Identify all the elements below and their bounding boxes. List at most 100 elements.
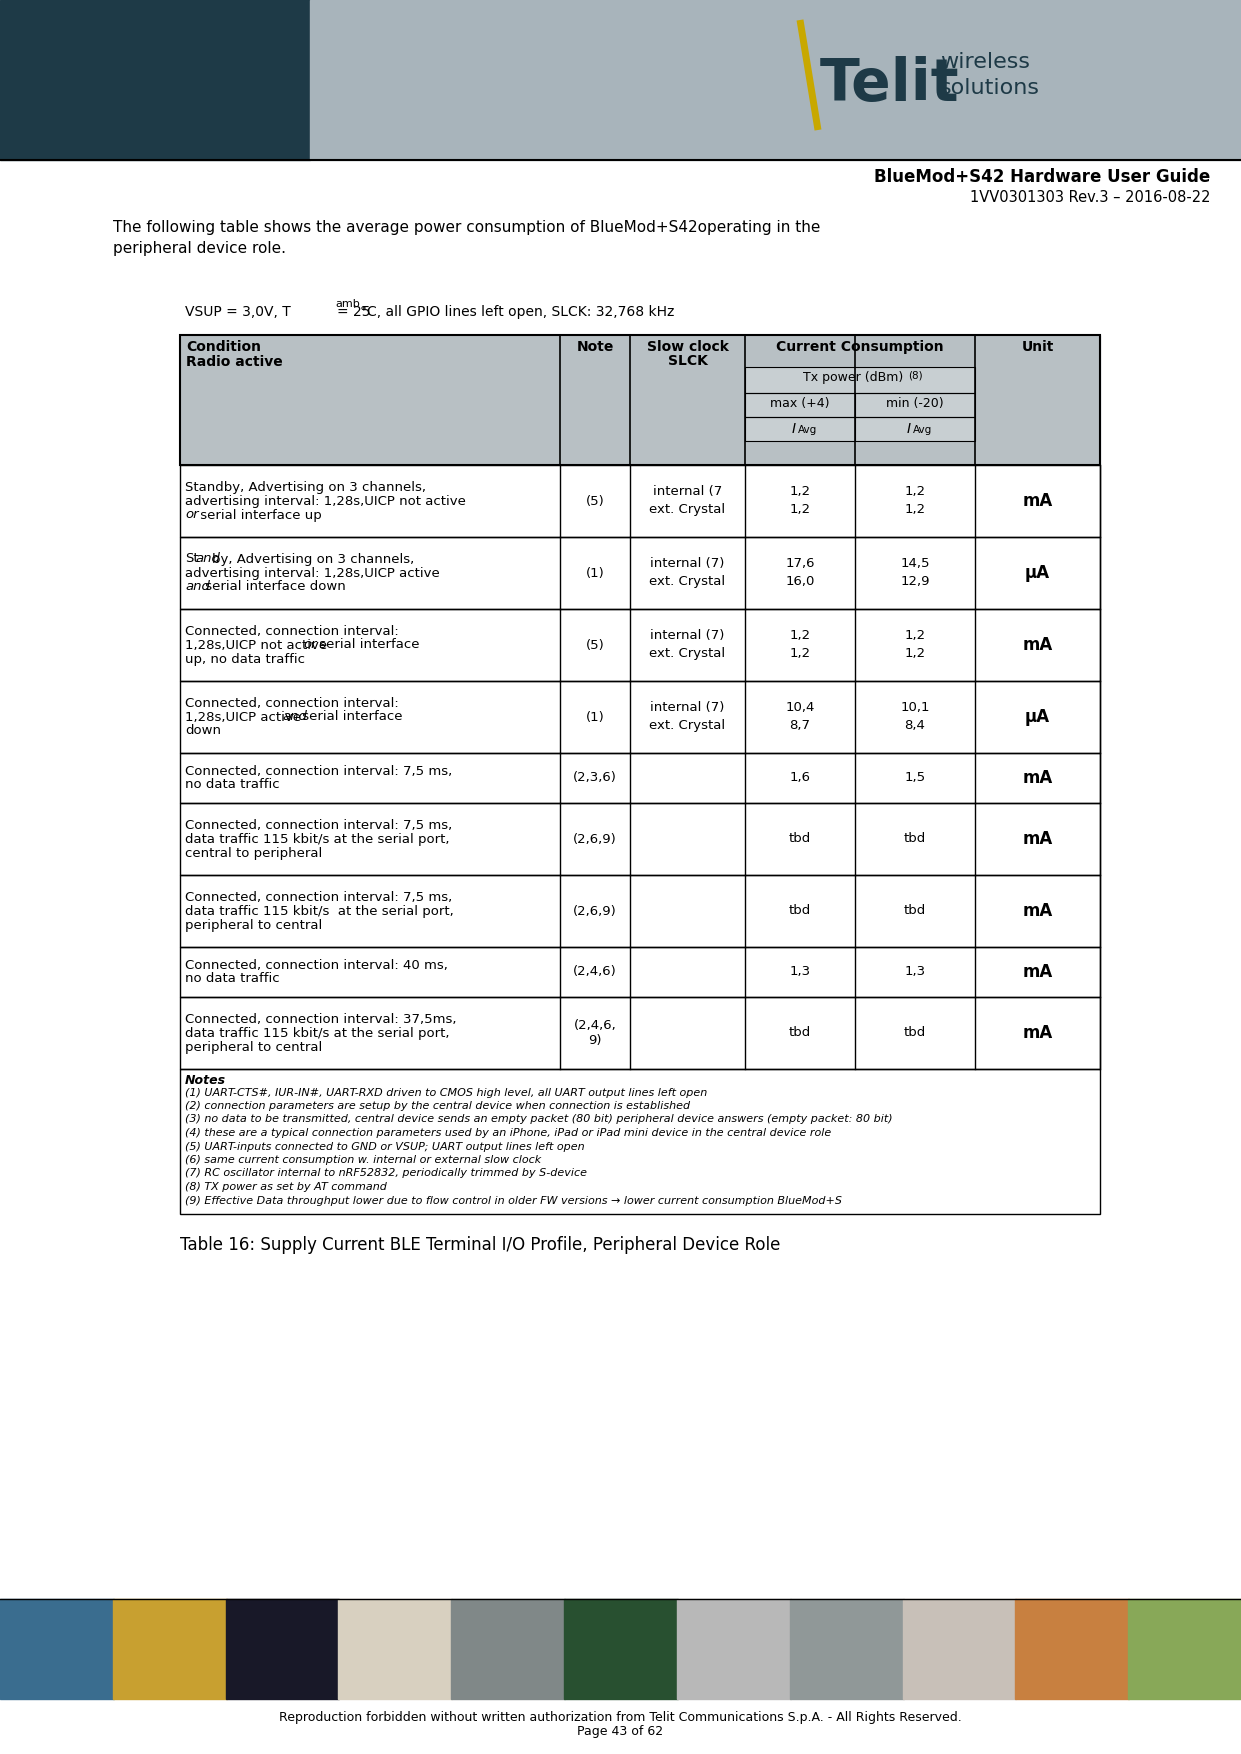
Bar [745, 393, 975, 417]
Text: (5): (5) [586, 638, 604, 651]
Text: 1VV0301303 Rev.3 – 2016-08-22: 1VV0301303 Rev.3 – 2016-08-22 [969, 189, 1210, 205]
Text: μA: μA [1025, 709, 1050, 726]
Text: mA: mA [1023, 637, 1052, 654]
Bar [180, 1068, 1100, 1214]
Text: (5) UART-inputs connected to GND or VSUP; UART output lines left open: (5) UART-inputs connected to GND or VSUP… [185, 1142, 585, 1151]
Text: 12,9: 12,9 [900, 575, 930, 589]
Bar [180, 947, 1100, 996]
Text: (6) same current consumption w. internal or external slow clock: (6) same current consumption w. internal… [185, 1154, 541, 1165]
Text: (7) RC oscillator internal to nRF52832, periodically trimmed by S-device: (7) RC oscillator internal to nRF52832, … [185, 1168, 587, 1179]
Bar [113, 1600, 227, 1700]
Text: mA: mA [1023, 963, 1052, 980]
Bar [676, 1600, 791, 1700]
Bar [180, 996, 1100, 1068]
Text: 1,2: 1,2 [905, 486, 926, 498]
Text: (2,6,9): (2,6,9) [573, 833, 617, 845]
Text: tbd: tbd [789, 833, 812, 845]
Text: tbd: tbd [789, 1026, 812, 1040]
Text: amb: amb [335, 298, 360, 309]
Bar [452, 1600, 565, 1700]
Text: ext. Crystal: ext. Crystal [649, 719, 726, 733]
Text: 1,2: 1,2 [905, 630, 926, 642]
Text: (1): (1) [586, 567, 604, 579]
Text: Connected, connection interval:: Connected, connection interval: [185, 624, 398, 637]
Bar [180, 1068, 1100, 1214]
Text: up, no data traffic: up, no data traffic [185, 652, 305, 665]
Bar [180, 803, 1100, 875]
Text: Notes: Notes [185, 1073, 226, 1087]
Text: mA: mA [1023, 1024, 1052, 1042]
Text: 1,2: 1,2 [905, 503, 926, 516]
Bar [226, 1600, 340, 1700]
Text: = 25: = 25 [338, 305, 371, 319]
Text: and: and [196, 553, 221, 565]
Text: Tx power (dBm): Tx power (dBm) [803, 372, 907, 384]
Text: Radio active: Radio active [186, 354, 283, 368]
Text: tbd: tbd [903, 1026, 926, 1040]
Text: I: I [907, 423, 911, 437]
Text: advertising interval: 1,28s,UICP not active: advertising interval: 1,28s,UICP not act… [185, 495, 465, 507]
Text: Connected, connection interval: 37,5ms,: Connected, connection interval: 37,5ms, [185, 1012, 457, 1026]
Text: serial interface down: serial interface down [201, 581, 346, 593]
Text: 16,0: 16,0 [786, 575, 814, 589]
Text: mA: mA [1023, 493, 1052, 510]
Bar [745, 417, 975, 440]
Text: 1,2: 1,2 [789, 630, 810, 642]
Text: Reproduction forbidden without written authorization from Telit Communications S: Reproduction forbidden without written a… [279, 1710, 962, 1724]
Text: serial interface: serial interface [315, 638, 419, 651]
Bar [0, 1600, 114, 1700]
Text: tbd: tbd [789, 905, 812, 917]
Text: (4) these are a typical connection parameters used by an iPhone, iPad or iPad mi: (4) these are a typical connection param… [185, 1128, 831, 1138]
Bar [180, 803, 1100, 875]
Text: (2,4,6): (2,4,6) [573, 965, 617, 979]
Text: 8,7: 8,7 [789, 719, 810, 733]
Text: (5): (5) [586, 495, 604, 507]
Bar [180, 465, 1100, 537]
Text: VSUP = 3,0V, T: VSUP = 3,0V, T [185, 305, 290, 319]
Text: max (+4): max (+4) [771, 396, 830, 410]
Text: 10,1: 10,1 [900, 702, 930, 714]
Bar [180, 875, 1100, 947]
Text: data traffic 115 kbit/s  at the serial port,: data traffic 115 kbit/s at the serial po… [185, 905, 454, 917]
Bar [180, 681, 1100, 752]
Text: 10,4: 10,4 [786, 702, 814, 714]
Bar [1128, 1600, 1241, 1700]
Text: Connected, connection interval: 40 ms,: Connected, connection interval: 40 ms, [185, 958, 448, 972]
Text: by, Advertising on 3 channels,: by, Advertising on 3 channels, [212, 553, 414, 565]
Bar [180, 752, 1100, 803]
Text: 17,6: 17,6 [786, 558, 815, 570]
Text: serial interface up: serial interface up [196, 509, 321, 521]
Text: Avg: Avg [913, 424, 932, 435]
Bar [180, 335, 1100, 465]
Text: peripheral to central: peripheral to central [185, 1040, 323, 1054]
Bar [310, 0, 1241, 160]
Text: (1): (1) [586, 710, 604, 723]
Bar [180, 465, 1100, 537]
Bar [565, 1600, 678, 1700]
Text: 14,5: 14,5 [900, 558, 930, 570]
Text: BlueMod+S42 Hardware User Guide: BlueMod+S42 Hardware User Guide [874, 168, 1210, 186]
Bar [180, 609, 1100, 681]
Text: (3) no data to be transmitted, central device sends an empty packet (80 bit) per: (3) no data to be transmitted, central d… [185, 1114, 892, 1124]
Text: tbd: tbd [903, 905, 926, 917]
Text: wireless
solutions: wireless solutions [939, 53, 1040, 98]
Bar [745, 417, 975, 440]
Text: The following table shows the average power consumption of BlueMod+S42operating : The following table shows the average po… [113, 219, 820, 256]
Text: ext. Crystal: ext. Crystal [649, 647, 726, 661]
Text: (8) TX power as set by AT command: (8) TX power as set by AT command [185, 1182, 387, 1193]
Text: 1,28s,UICP not active: 1,28s,UICP not active [185, 638, 331, 651]
Text: internal (7): internal (7) [650, 630, 725, 642]
Text: Slow clock: Slow clock [647, 340, 728, 354]
Bar [789, 1600, 903, 1700]
Text: mA: mA [1023, 830, 1052, 847]
Text: μA: μA [1025, 565, 1050, 582]
Text: SLCK: SLCK [668, 354, 707, 368]
Bar [902, 1600, 1016, 1700]
Text: I: I [792, 423, 797, 437]
Text: °C, all GPIO lines left open, SLCK: 32,768 kHz: °C, all GPIO lines left open, SLCK: 32,7… [360, 305, 674, 319]
Bar [180, 335, 1100, 465]
Text: (2,6,9): (2,6,9) [573, 905, 617, 917]
Text: advertising interval: 1,28s,UICP active: advertising interval: 1,28s,UICP active [185, 567, 439, 579]
Bar [180, 537, 1100, 609]
Text: or: or [304, 638, 318, 651]
